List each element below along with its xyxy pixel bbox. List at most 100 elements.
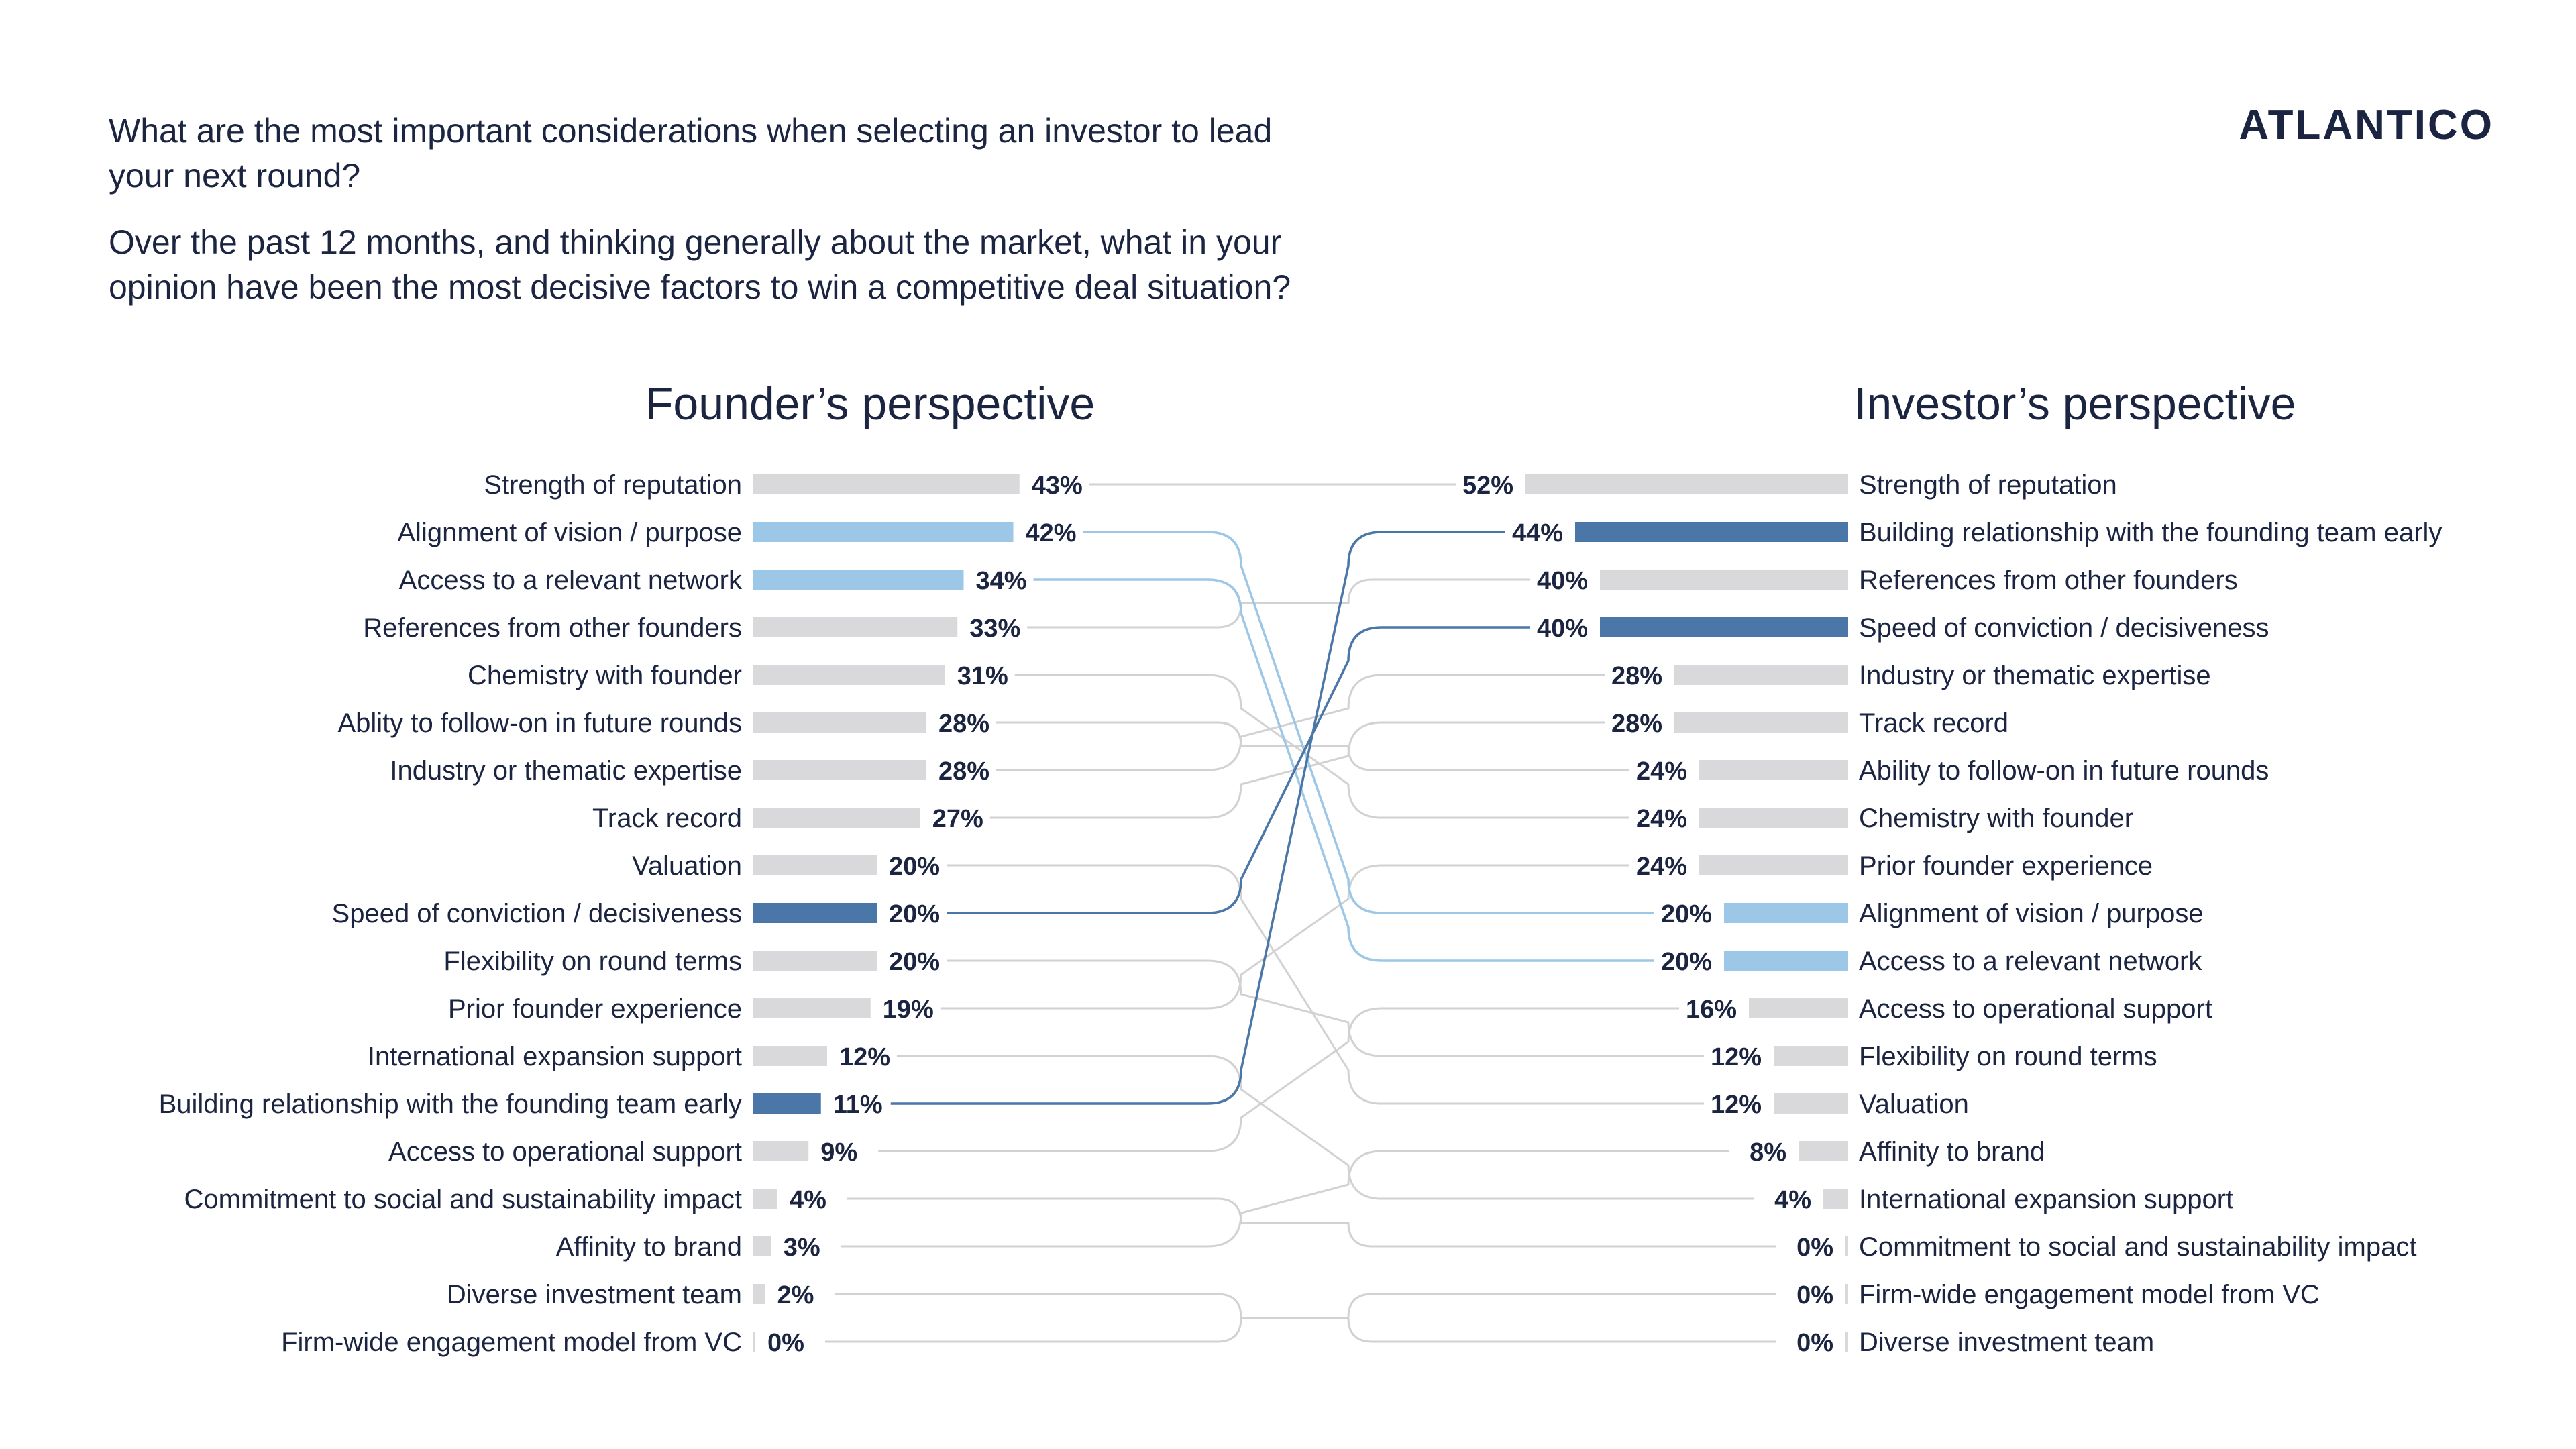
founder-value-label: 27% [932,805,983,833]
founder-category-label: Affinity to brand [556,1232,742,1262]
investor-value-label: 40% [1537,567,1588,595]
founder-category-label: References from other founders [363,613,742,643]
investor-bar-track-record [1674,712,1848,733]
founder-category-label: Strength of reputation [484,470,742,500]
founder-value-label: 0% [767,1329,804,1357]
connector-valuation [947,864,1704,1105]
investor-value-label: 20% [1661,948,1712,976]
investor-value-label: 0% [1796,1329,1833,1357]
investor-category-label: Flexibility on round terms [1859,1042,2157,1071]
founder-bar-chemistry-with-founder [753,665,945,685]
investor-value-label: 24% [1636,805,1687,833]
investor-category-label: Valuation [1859,1089,1969,1119]
connector-flexibility-on-round-terms [947,959,1704,1057]
investor-value-label: 44% [1512,519,1563,547]
investor-bar-affinity-to-brand [1799,1141,1848,1161]
investor-value-label: 16% [1686,996,1737,1024]
founder-value-label: 4% [790,1186,826,1214]
founder-value-label: 28% [938,710,989,738]
investor-category-label: Chemistry with founder [1859,804,2133,833]
founder-bar-affinity-to-brand [753,1236,771,1256]
investor-value-label: 0% [1796,1281,1833,1309]
investor-value-label: 28% [1611,710,1662,738]
investor-category-label: Prior founder experience [1859,851,2153,881]
founder-category-label: Diverse investment team [447,1280,742,1309]
founder-category-label: International expansion support [368,1042,742,1071]
investor-category-label: References from other founders [1859,566,2238,595]
investor-value-label: 40% [1537,614,1588,643]
connector-commitment-to-social-and-sustainability-impact [847,1197,1776,1248]
investor-bar-speed-of-conviction-decisiveness [1600,617,1848,637]
founder-category-label: Prior founder experience [448,994,742,1024]
founder-value-label: 20% [889,900,940,928]
investor-value-label: 20% [1661,900,1712,928]
investor-bar-commitment-to-social-and-sustainability-impact [1845,1236,1848,1256]
investor-category-label: Access to a relevant network [1859,947,2202,976]
founder-bar-industry-or-thematic-expertise [753,760,926,780]
question-line-2: your next round? [109,157,360,195]
investor-value-label: 8% [1750,1138,1786,1167]
investor-bar-prior-founder-experience [1699,855,1848,875]
connector-prior-founder-experience [940,864,1629,1010]
question-line-3: Over the past 12 months, and thinking ge… [109,223,1281,261]
investor-category-label: Commitment to social and sustainability … [1859,1232,2416,1262]
founder-value-label: 43% [1032,472,1083,500]
founder-category-label: Industry or thematic expertise [390,756,742,786]
investor-category-label: Ability to follow-on in future rounds [1859,756,2269,786]
investor-value-label: 24% [1636,853,1687,881]
connector-affinity-to-brand [841,1150,1729,1248]
connector-speed-of-conviction-decisiveness [947,626,1530,914]
atlantico-logo: ATLANTICO [2239,102,2494,148]
founder-bar-flexibility-on-round-terms [753,951,877,971]
investor-bar-industry-or-thematic-expertise [1674,665,1848,685]
founder-bar-valuation [753,855,877,875]
investor-category-label: Affinity to brand [1859,1137,2045,1167]
investor-bar-strength-of-reputation [1525,474,1848,494]
investor-value-label: 24% [1636,757,1687,786]
founder-value-label: 42% [1026,519,1077,547]
investor-category-label: Building relationship with the founding … [1859,518,2442,547]
investor-bar-flexibility-on-round-terms [1774,1046,1848,1066]
connector-references-from-other-founders [1027,578,1530,629]
investor-value-label: 0% [1796,1234,1833,1262]
founder-value-label: 19% [883,996,934,1024]
founder-category-label: Building relationship with the founding … [159,1089,742,1119]
investor-perspective-title: Investor’s perspective [1854,378,2296,429]
investor-bar-ability-to-follow-on-in-future-rounds [1699,760,1848,780]
investor-bar-valuation [1774,1093,1848,1114]
founder-bar-firm-wide-engagement-model-from-vc [753,1332,755,1352]
founder-bar-commitment-to-social-and-sustainability-impact [753,1189,777,1209]
founder-bar-building-relationship-with-the-founding-team-early [753,1093,821,1114]
founder-category-label: Access to a relevant network [399,566,743,595]
founder-category-label: Alignment of vision / purpose [397,518,742,547]
founder-category-label: Track record [592,804,742,833]
connector-access-to-operational-support [878,1007,1679,1152]
founder-value-label: 3% [784,1234,820,1262]
investor-bar-international-expansion-support [1823,1189,1848,1209]
founder-bar-prior-founder-experience [753,998,871,1018]
founder-bar-strength-of-reputation [753,474,1020,494]
investor-category-label: Alignment of vision / purpose [1859,899,2204,928]
connector-building-relationship-with-the-founding-team-early [890,531,1505,1105]
connector-ablity-to-follow-on-in-future-rounds [996,721,1629,771]
founder-value-label: 28% [938,757,989,786]
connector-firm-wide-engagement-model-from-vc [825,1293,1776,1343]
founder-value-label: 9% [820,1138,857,1167]
founder-category-label: Valuation [632,851,742,881]
founder-bar-track-record [753,808,920,828]
investor-bar-chemistry-with-founder [1699,808,1848,828]
founder-category-label: Commitment to social and sustainability … [184,1185,742,1214]
investor-value-label: 12% [1711,1091,1762,1119]
founder-bar-speed-of-conviction-decisiveness [753,903,877,923]
connector-lines [825,483,1776,1343]
question-line-1: What are the most important consideratio… [109,112,1272,150]
founder-value-label: 20% [889,948,940,976]
investor-bar-references-from-other-founders [1600,570,1848,590]
investor-value-label: 52% [1462,472,1513,500]
question-line-4: opinion have been the most decisive fact… [109,268,1291,306]
founder-value-label: 11% [833,1091,883,1119]
connector-international-expansion-support [897,1055,1754,1200]
founder-category-label: Speed of conviction / decisiveness [332,899,742,928]
investor-bars: Strength of reputation 52% Building relati… [1462,470,2442,1357]
